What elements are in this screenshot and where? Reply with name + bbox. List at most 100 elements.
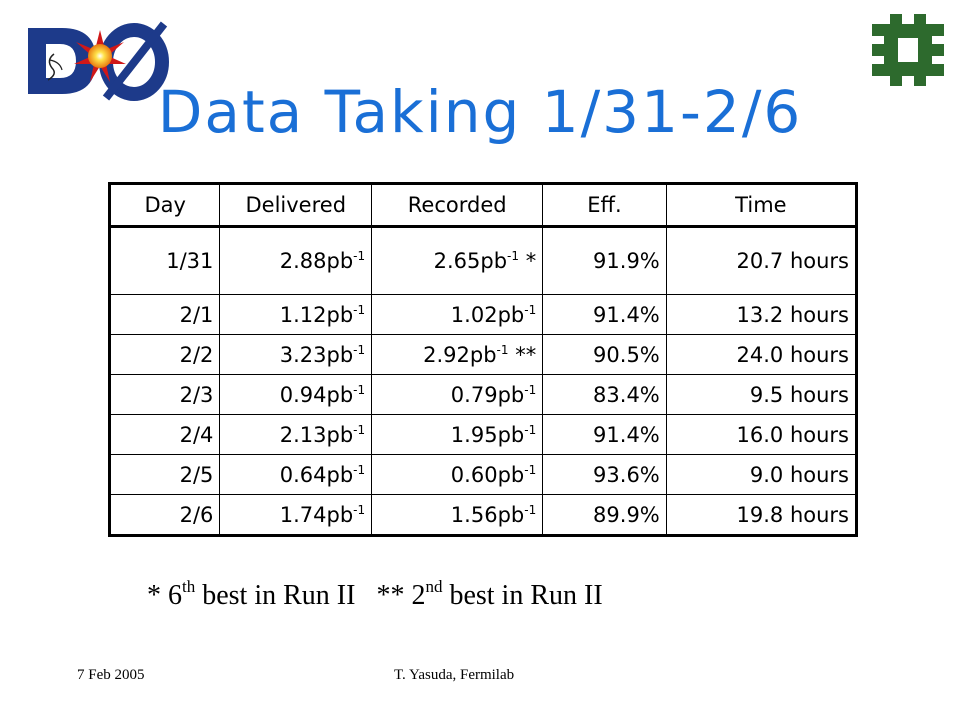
unit-label: pb: [469, 342, 497, 367]
unit-exponent: -1: [524, 502, 537, 517]
column-header-time: Time: [665, 183, 858, 228]
cell-delivered-value: 3.23: [279, 342, 327, 367]
page-title: Data Taking 1/31-2/6: [157, 78, 803, 146]
footnote-second-sup: nd: [425, 577, 443, 596]
unit-exponent: -1: [524, 422, 537, 437]
cell-day: 1/31: [108, 226, 221, 295]
cell-time: 13.2 hours: [665, 294, 858, 335]
rank-marker: *: [519, 249, 537, 273]
footnote-first-suffix: best in Run II: [195, 580, 356, 611]
unit-label: pb: [326, 462, 354, 487]
footer-date: 7 Feb 2005: [77, 667, 145, 683]
table-row: 1/31 2.88pb-1 2.65pb-1 * 91.9% 20.7 hours: [108, 226, 858, 295]
unit-label: pb: [480, 249, 508, 273]
cell-day: 2/6: [108, 494, 221, 536]
unit-label: pb: [326, 249, 354, 273]
unit-exponent: -1: [524, 302, 537, 317]
cell-day: 2/2: [108, 334, 221, 375]
cell-time: 9.0 hours: [665, 454, 858, 495]
cell-eff: 91.4%: [542, 414, 667, 455]
cell-recorded: 1.02pb-1: [371, 294, 544, 335]
unit-label: pb: [326, 422, 354, 447]
cell-recorded: 1.95pb-1: [371, 414, 544, 455]
cell-recorded-value: 0.79: [450, 382, 498, 407]
unit-exponent: -1: [524, 462, 537, 477]
cell-recorded: 1.56pb-1: [371, 494, 544, 536]
cell-recorded: 0.79pb-1: [371, 374, 544, 415]
cell-delivered: 3.23pb-1: [219, 334, 373, 375]
cell-recorded-value: 0.60: [450, 462, 498, 487]
unit-exponent: -1: [524, 382, 537, 397]
cell-time: 9.5 hours: [665, 374, 858, 415]
cell-recorded: 0.60pb-1: [371, 454, 544, 495]
cell-recorded: 2.65pb-1 *: [371, 226, 544, 295]
footer-author: T. Yasuda, Fermilab: [394, 667, 515, 683]
rank-marker: **: [508, 342, 537, 367]
table-row: 2/1 1.12pb-1 1.02pb-1 91.4% 13.2 hours: [108, 294, 858, 335]
unit-label: pb: [497, 502, 525, 527]
cell-delivered-value: 0.64: [279, 462, 327, 487]
column-header-day: Day: [108, 183, 221, 228]
unit-exponent: -1: [353, 462, 366, 477]
table-row: 2/5 0.64pb-1 0.60pb-1 93.6% 9.0 hours: [108, 454, 858, 495]
unit-exponent: -1: [496, 342, 509, 357]
cell-day: 2/3: [108, 374, 221, 415]
fermilab-logo-icon: [872, 14, 944, 86]
cell-recorded-value: 2.92: [423, 342, 470, 367]
column-header-eff: Eff.: [542, 183, 667, 228]
cell-eff: 83.4%: [542, 374, 667, 415]
cell-time: 16.0 hours: [665, 414, 858, 455]
data-table-container: Day Delivered Recorded Eff. Time 1/31 2.8…: [108, 182, 858, 537]
column-header-delivered: Delivered: [219, 183, 373, 228]
table-body: 1/31 2.88pb-1 2.65pb-1 * 91.9% 20.7 hours 2/1…: [108, 226, 858, 536]
unit-label: pb: [326, 342, 354, 367]
table-row: 2/4 2.13pb-1 1.95pb-1 91.4% 16.0 hours: [108, 414, 858, 455]
unit-exponent: -1: [353, 382, 366, 397]
cell-eff: 90.5%: [542, 334, 667, 375]
unit-label: pb: [497, 302, 525, 327]
cell-delivered: 0.64pb-1: [219, 454, 373, 495]
unit-exponent: -1: [353, 302, 366, 317]
unit-label: pb: [497, 462, 525, 487]
cell-eff: 91.4%: [542, 294, 667, 335]
cell-recorded-value: 1.02: [450, 302, 498, 327]
cell-delivered: 0.94pb-1: [219, 374, 373, 415]
cell-time: 19.8 hours: [665, 494, 858, 536]
unit-label: pb: [497, 422, 525, 447]
unit-exponent: -1: [353, 249, 366, 263]
cell-recorded-value: 1.56: [450, 502, 498, 527]
cell-delivered: 2.88pb-1: [219, 226, 373, 295]
cell-eff: 89.9%: [542, 494, 667, 536]
unit-label: pb: [326, 382, 354, 407]
footnote: * 6th best in Run II ** 2nd best in Run …: [147, 577, 603, 612]
cell-delivered: 1.12pb-1: [219, 294, 373, 335]
unit-exponent: -1: [353, 342, 366, 357]
cell-delivered: 2.13pb-1: [219, 414, 373, 455]
column-header-recorded: Recorded: [371, 183, 544, 228]
dzero-logo-icon: [28, 21, 169, 101]
footnote-first-sup: th: [182, 577, 196, 596]
cell-time: 24.0 hours: [665, 334, 858, 375]
unit-exponent: -1: [507, 249, 520, 263]
unit-exponent: -1: [353, 422, 366, 437]
cell-eff: 93.6%: [542, 454, 667, 495]
cell-day: 2/5: [108, 454, 221, 495]
cell-day: 2/4: [108, 414, 221, 455]
table-row: 2/6 1.74pb-1 1.56pb-1 89.9% 19.8 hours: [108, 494, 858, 536]
cell-time: 20.7 hours: [665, 226, 858, 295]
cell-recorded: 2.92pb-1 **: [371, 334, 544, 375]
cell-recorded-value: 1.95: [450, 422, 498, 447]
cell-delivered-value: 1.12: [279, 302, 327, 327]
cell-delivered-value: 1.74: [279, 502, 327, 527]
unit-exponent: -1: [353, 502, 366, 517]
table-row: 2/3 0.94pb-1 0.79pb-1 83.4% 9.5 hours: [108, 374, 858, 415]
footnote-second-suffix: best in Run II: [442, 580, 603, 611]
table-header-row: Day Delivered Recorded Eff. Time: [108, 183, 858, 228]
unit-label: pb: [326, 502, 354, 527]
cell-day: 2/1: [108, 294, 221, 335]
cell-delivered: 1.74pb-1: [219, 494, 373, 536]
cell-recorded-value: 2.65: [433, 249, 481, 273]
footnote-second-prefix: ** 2: [376, 580, 426, 611]
cell-delivered-value: 2.88: [279, 249, 327, 273]
unit-label: pb: [326, 302, 354, 327]
